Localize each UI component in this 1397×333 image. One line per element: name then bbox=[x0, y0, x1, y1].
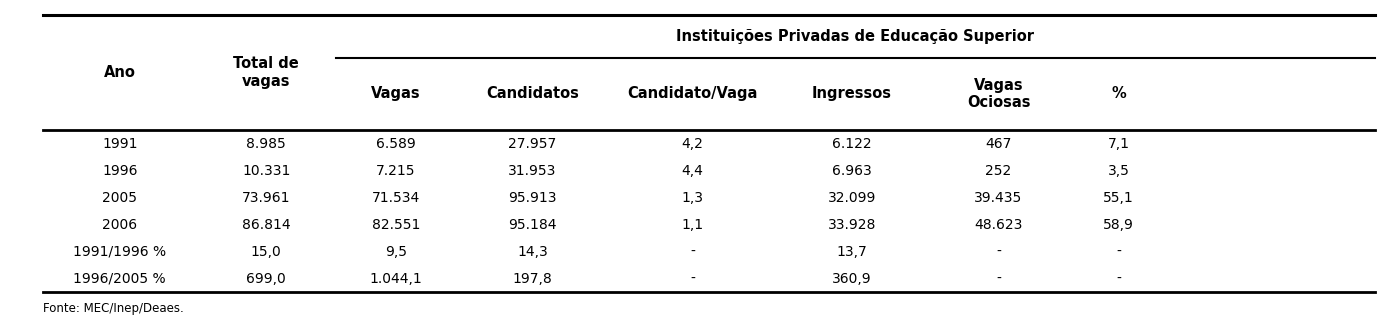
Text: 3,5: 3,5 bbox=[1108, 164, 1129, 177]
Text: 252: 252 bbox=[985, 164, 1011, 177]
Text: 9,5: 9,5 bbox=[386, 244, 407, 258]
Text: -: - bbox=[996, 244, 1002, 258]
Text: 10.331: 10.331 bbox=[242, 164, 291, 177]
Text: Total de
vagas: Total de vagas bbox=[233, 56, 299, 89]
Text: -: - bbox=[1116, 271, 1120, 285]
Text: 31.953: 31.953 bbox=[509, 164, 557, 177]
Text: 6.122: 6.122 bbox=[833, 137, 872, 151]
Text: 55,1: 55,1 bbox=[1104, 190, 1134, 204]
Text: Ano: Ano bbox=[103, 65, 136, 80]
Text: 4,2: 4,2 bbox=[682, 137, 703, 151]
Text: 13,7: 13,7 bbox=[837, 244, 868, 258]
Text: 1,3: 1,3 bbox=[682, 190, 703, 204]
Text: Vagas
Ociosas: Vagas Ociosas bbox=[967, 78, 1031, 110]
Text: 1996/2005 %: 1996/2005 % bbox=[74, 271, 166, 285]
Text: 360,9: 360,9 bbox=[833, 271, 872, 285]
Text: 73.961: 73.961 bbox=[242, 190, 291, 204]
Text: Candidatos: Candidatos bbox=[486, 86, 578, 101]
Text: 467: 467 bbox=[985, 137, 1011, 151]
Text: 1,1: 1,1 bbox=[682, 217, 703, 231]
Text: -: - bbox=[690, 244, 694, 258]
Text: 2006: 2006 bbox=[102, 217, 137, 231]
Text: Ingressos: Ingressos bbox=[812, 86, 893, 101]
Text: 8.985: 8.985 bbox=[246, 137, 286, 151]
Text: 86.814: 86.814 bbox=[242, 217, 291, 231]
Text: 27.957: 27.957 bbox=[509, 137, 556, 151]
Text: 48.623: 48.623 bbox=[974, 217, 1023, 231]
Text: Candidato/Vaga: Candidato/Vaga bbox=[627, 86, 757, 101]
Text: 1996: 1996 bbox=[102, 164, 137, 177]
Text: 1.044,1: 1.044,1 bbox=[370, 271, 422, 285]
Text: 6.963: 6.963 bbox=[833, 164, 872, 177]
Text: 6.589: 6.589 bbox=[376, 137, 416, 151]
Text: 4,4: 4,4 bbox=[682, 164, 703, 177]
Text: 95.913: 95.913 bbox=[509, 190, 557, 204]
Text: Vagas: Vagas bbox=[372, 86, 420, 101]
Text: 39.435: 39.435 bbox=[975, 190, 1023, 204]
Text: 82.551: 82.551 bbox=[372, 217, 420, 231]
Text: 15,0: 15,0 bbox=[251, 244, 282, 258]
Text: 699,0: 699,0 bbox=[246, 271, 286, 285]
Text: -: - bbox=[1116, 244, 1120, 258]
Text: 95.184: 95.184 bbox=[509, 217, 557, 231]
Text: 2005: 2005 bbox=[102, 190, 137, 204]
Text: 33.928: 33.928 bbox=[828, 217, 876, 231]
Text: Fonte: MEC/Inep/Deaes.: Fonte: MEC/Inep/Deaes. bbox=[43, 302, 184, 315]
Text: 197,8: 197,8 bbox=[513, 271, 552, 285]
Text: 7.215: 7.215 bbox=[376, 164, 416, 177]
Text: 1991/1996 %: 1991/1996 % bbox=[73, 244, 166, 258]
Text: %: % bbox=[1111, 86, 1126, 101]
Text: 71.534: 71.534 bbox=[372, 190, 420, 204]
Text: 14,3: 14,3 bbox=[517, 244, 548, 258]
Text: -: - bbox=[996, 271, 1002, 285]
Text: 1991: 1991 bbox=[102, 137, 137, 151]
Text: 7,1: 7,1 bbox=[1108, 137, 1129, 151]
Text: -: - bbox=[690, 271, 694, 285]
Text: 58,9: 58,9 bbox=[1104, 217, 1134, 231]
Text: Instituições Privadas de Educação Superior: Instituições Privadas de Educação Superi… bbox=[676, 29, 1034, 44]
Text: 32.099: 32.099 bbox=[828, 190, 876, 204]
